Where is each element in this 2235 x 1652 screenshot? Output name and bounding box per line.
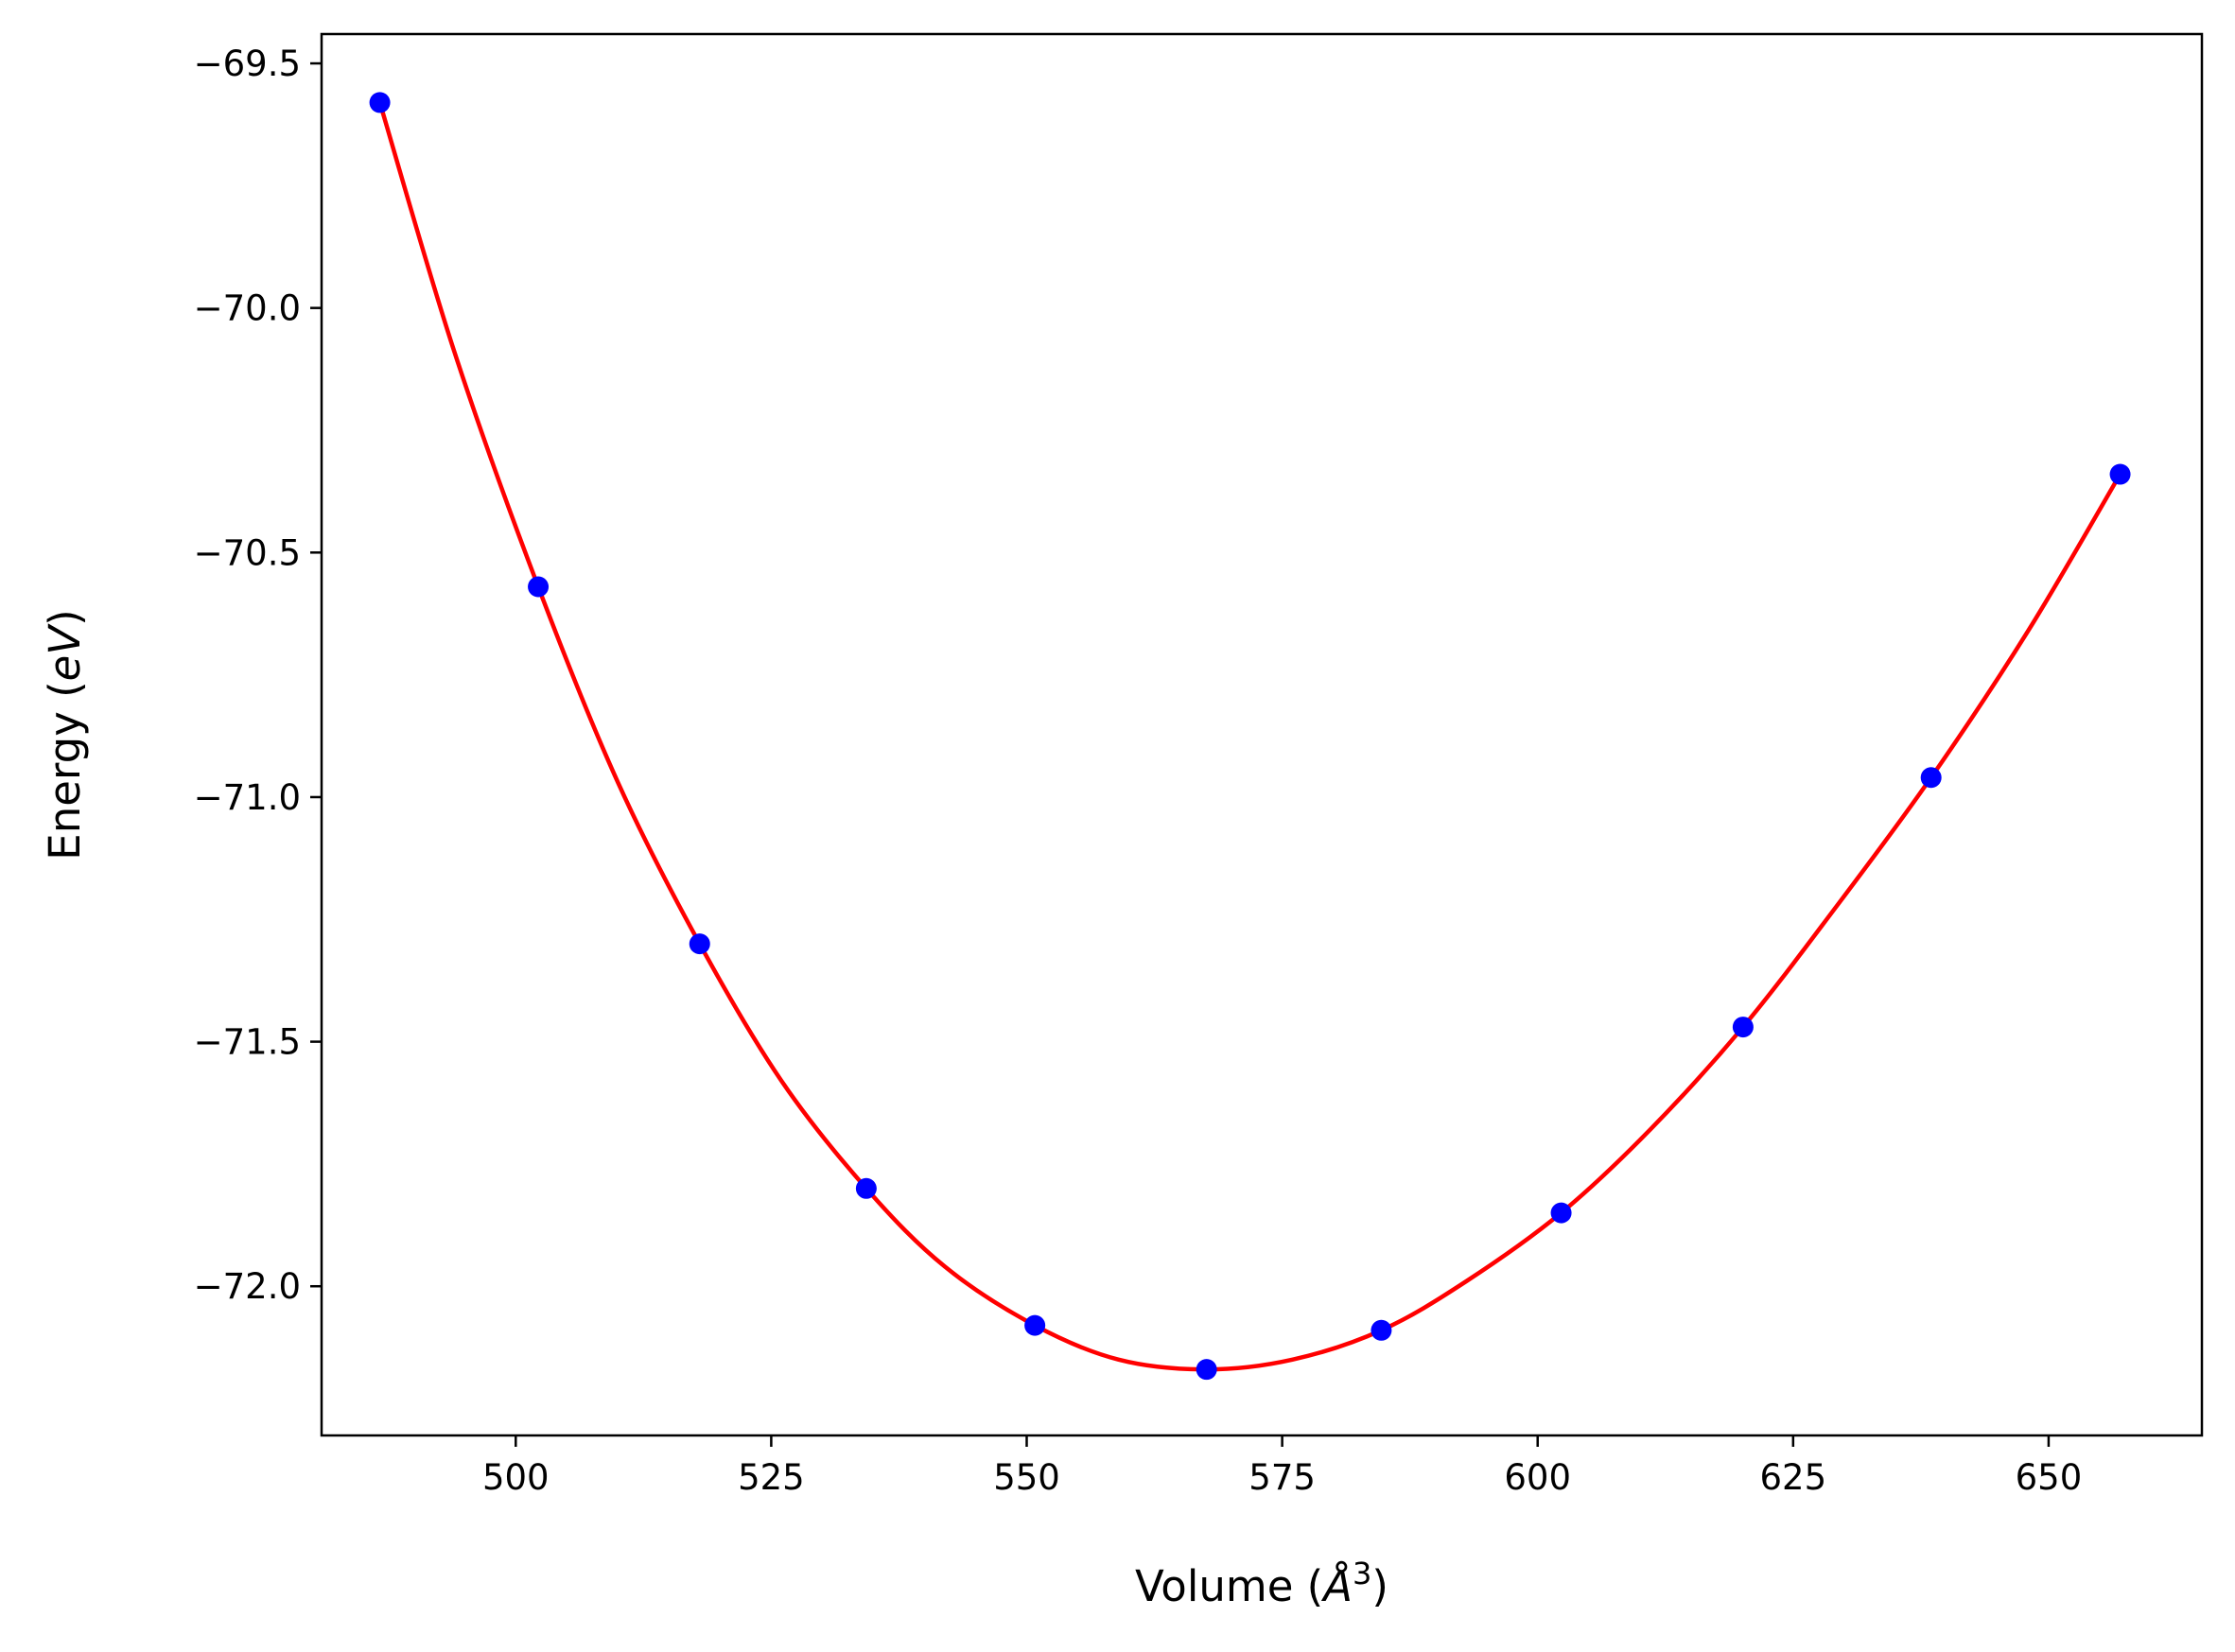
y-tick-label: −72.0 [194, 1266, 301, 1307]
x-tick-label: 550 [993, 1457, 1060, 1498]
data-point [528, 576, 550, 598]
x-axis-title: Volume (Å3) [1135, 1556, 1388, 1611]
y-tick-label: −69.5 [194, 43, 301, 84]
x-tick-label: 600 [1504, 1457, 1571, 1498]
y-tick-label: −71.5 [194, 1022, 301, 1063]
x-axis-title-pre: Volume ( [1135, 1561, 1323, 1611]
x-tick-label: 575 [1248, 1457, 1316, 1498]
y-axis-title-post: ) [40, 609, 90, 626]
y-tick-label: −70.5 [194, 532, 301, 573]
x-tick-label: 625 [1760, 1457, 1827, 1498]
x-axis: 500 525 550 575 600 625 650 [482, 1435, 2082, 1498]
x-tick-label: 650 [2016, 1457, 2083, 1498]
x-axis-title-sup: 3 [1353, 1556, 1371, 1591]
data-point [1371, 1319, 1392, 1341]
x-axis-title-italic: Å [1320, 1561, 1353, 1611]
data-point [369, 92, 391, 113]
y-axis-title-pre: Energy ( [40, 681, 90, 860]
data-point [855, 1177, 877, 1199]
plot-frame [320, 32, 2204, 1437]
y-tick-label: −70.0 [194, 288, 301, 329]
data-point [1920, 767, 1942, 789]
data-point [1024, 1314, 1046, 1336]
data-point [1196, 1359, 1217, 1381]
x-tick-label: 500 [482, 1457, 550, 1498]
y-tick-label: −71.0 [194, 777, 301, 818]
x-tick-label: 525 [738, 1457, 805, 1498]
data-point [2109, 463, 2131, 485]
data-point [1732, 1017, 1754, 1038]
plot-content [369, 92, 2131, 1381]
data-point [1550, 1202, 1572, 1224]
fit-curve [377, 101, 2122, 1372]
y-axis: −69.5 −70.0 −70.5 −71.0 −71.5 −72.0 [194, 43, 322, 1307]
x-axis-title-post: ) [1371, 1561, 1388, 1611]
y-axis-title: Energy (eV) [40, 609, 90, 860]
data-point [689, 933, 710, 955]
y-axis-title-italic: eV [40, 623, 90, 682]
